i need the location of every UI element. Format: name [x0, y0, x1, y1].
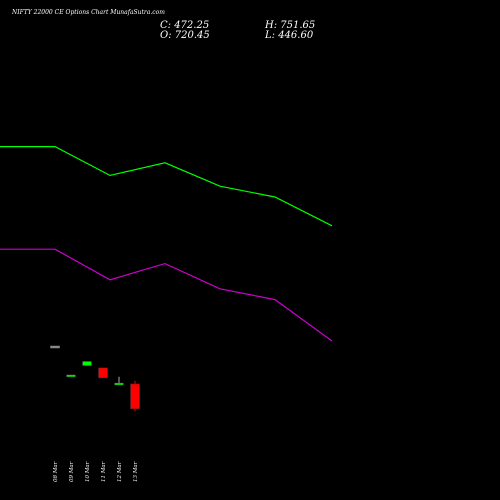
x-tick-label: 13 Mar [133, 461, 139, 482]
chart-title: NIFTY 22000 CE Options Chart MunafaSutra… [11, 9, 165, 16]
x-tick-label: 09 Mar [69, 461, 75, 482]
band-line-upper [0, 146, 333, 227]
close-value: C: 472.25 [160, 20, 209, 31]
low-value: L: 446.60 [264, 30, 314, 41]
x-tick-label: 11 Mar [101, 461, 107, 482]
band-lines [0, 146, 333, 342]
x-tick-label: 08 Mar [53, 461, 59, 482]
candle-13-mar [130, 380, 140, 412]
candles [50, 345, 140, 412]
candle-10-mar [82, 361, 92, 366]
candle-body [114, 382, 124, 386]
candle-body [130, 383, 140, 410]
candle-12-mar [114, 376, 124, 386]
candle-body [50, 345, 60, 349]
x-axis-labels: 08 Mar 09 Mar 10 Mar 11 Mar 12 Mar 13 Mar [53, 461, 139, 482]
band-line-lower [0, 248, 333, 342]
open-value: O: 720.45 [160, 30, 210, 41]
candle-08-mar [50, 345, 60, 349]
high-value: H: 751.65 [264, 20, 315, 31]
candle-11-mar [98, 367, 108, 379]
x-tick-label: 12 Mar [117, 461, 123, 482]
candle-body [98, 367, 108, 379]
x-tick-label: 10 Mar [85, 461, 91, 482]
candle-09-mar [66, 374, 76, 378]
candle-body [66, 374, 76, 378]
candle-body [82, 361, 92, 366]
